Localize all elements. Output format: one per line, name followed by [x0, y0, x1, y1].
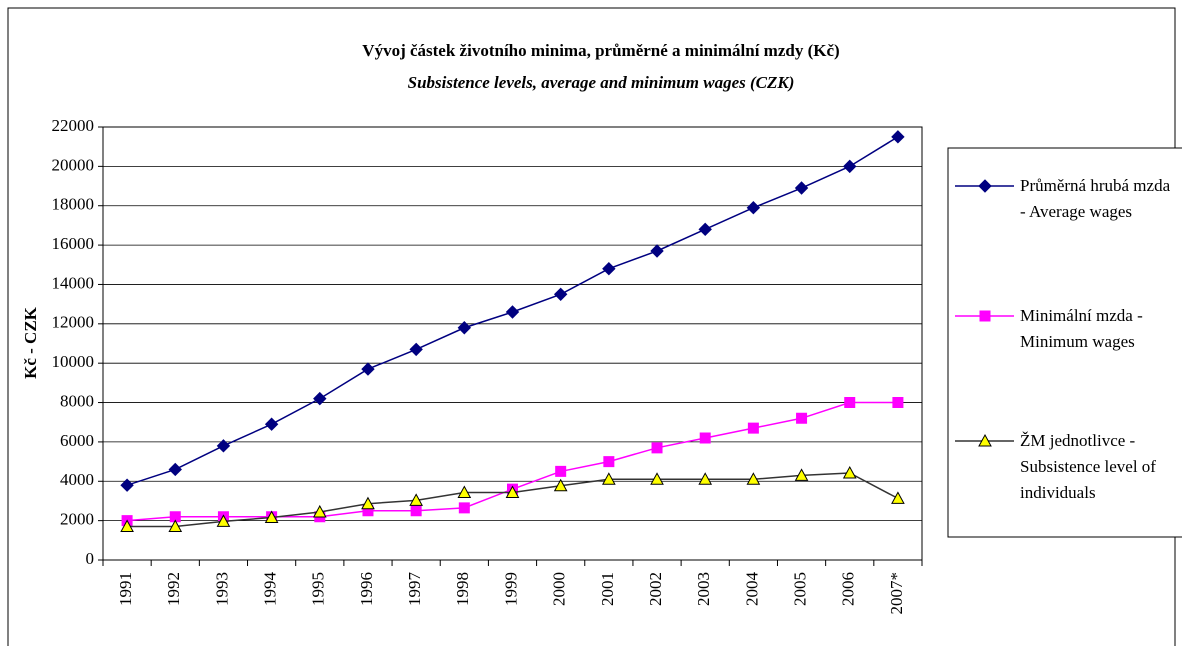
data-point	[602, 262, 616, 276]
data-point	[794, 181, 809, 195]
data-point	[216, 439, 231, 453]
x-tick-label: 1996	[357, 572, 376, 606]
x-tick-label: 1993	[212, 572, 231, 606]
y-tick-label: 20000	[52, 155, 95, 174]
y-tick-label: 18000	[52, 195, 95, 214]
x-tick-label: 2007*	[887, 572, 906, 615]
data-point	[505, 485, 520, 498]
x-tick-label: 1998	[453, 572, 472, 606]
data-point	[264, 510, 279, 523]
y-tick-label: 14000	[52, 273, 95, 292]
data-point	[747, 422, 759, 434]
legend-label: Minimální mzda - Minimum wages	[1020, 306, 1143, 351]
data-point	[891, 130, 905, 144]
data-point	[264, 417, 279, 431]
x-tick-label: 1995	[309, 572, 328, 606]
data-point	[555, 465, 567, 477]
data-point	[603, 456, 615, 468]
data-point	[216, 514, 231, 527]
legend-marker	[978, 433, 992, 447]
data-point	[553, 287, 568, 302]
data-point	[457, 485, 472, 498]
data-point	[553, 478, 568, 492]
data-point	[891, 491, 905, 504]
y-tick-label: 6000	[60, 431, 94, 450]
data-point	[843, 159, 857, 174]
legend-marker	[978, 179, 992, 193]
data-point	[842, 465, 857, 479]
x-tick-label: 2003	[694, 572, 713, 606]
x-tick-label: 1992	[164, 572, 183, 606]
data-point	[796, 412, 808, 424]
chart-title: Vývoj částek životního minima, průměrné …	[362, 41, 839, 60]
data-point	[410, 505, 422, 517]
data-point	[892, 397, 904, 409]
y-tick-label: 12000	[52, 313, 95, 332]
x-tick-label: 1999	[501, 572, 520, 606]
legend-label: Průměrná hrubá mzda - Average wages	[1020, 176, 1171, 221]
legend-label: ŽM jednotlivce - Subsistence level of in…	[1020, 431, 1156, 502]
data-point	[746, 200, 761, 215]
data-point	[409, 493, 423, 506]
data-point	[794, 468, 809, 481]
data-point	[746, 472, 761, 485]
y-tick-label: 4000	[60, 470, 94, 489]
data-point	[361, 496, 375, 510]
data-point	[844, 397, 856, 409]
y-axis-label: Kč - CZK	[21, 306, 40, 379]
y-tick-label: 16000	[52, 234, 95, 253]
data-point	[458, 502, 470, 514]
data-point	[650, 244, 664, 258]
x-tick-label: 2002	[646, 572, 665, 606]
data-point	[650, 472, 664, 485]
data-point	[168, 462, 182, 477]
data-point	[313, 391, 327, 406]
legend-box	[947, 147, 1182, 538]
x-tick-label: 1997	[405, 572, 424, 607]
data-point	[120, 519, 134, 533]
data-point	[505, 305, 520, 319]
y-tick-label: 2000	[60, 510, 94, 529]
data-point	[361, 362, 375, 376]
series-line	[127, 401, 898, 522]
data-point	[120, 478, 134, 492]
x-tick-label: 1991	[116, 572, 135, 606]
x-tick-label: 1994	[261, 572, 280, 607]
y-tick-label: 0	[86, 549, 95, 568]
x-tick-label: 2005	[790, 572, 809, 606]
x-tick-label: 2006	[839, 572, 858, 606]
data-point	[651, 442, 663, 454]
x-tick-label: 2001	[598, 572, 617, 606]
data-point	[699, 432, 711, 444]
data-point	[602, 472, 616, 485]
data-point	[312, 504, 327, 518]
data-point	[698, 472, 713, 485]
legend-marker	[979, 310, 991, 322]
plot-area	[102, 126, 923, 561]
x-tick-label: 2004	[742, 572, 761, 607]
x-tick-label: 2000	[550, 572, 569, 606]
data-point	[168, 519, 183, 533]
chart-subtitle: Subsistence levels, average and minimum …	[408, 73, 795, 92]
data-point	[169, 511, 181, 523]
y-tick-label: 22000	[52, 116, 95, 135]
data-point	[698, 222, 712, 237]
y-tick-label: 10000	[52, 352, 95, 371]
data-point	[457, 321, 472, 335]
y-tick-label: 8000	[60, 391, 94, 410]
data-point	[409, 342, 423, 357]
